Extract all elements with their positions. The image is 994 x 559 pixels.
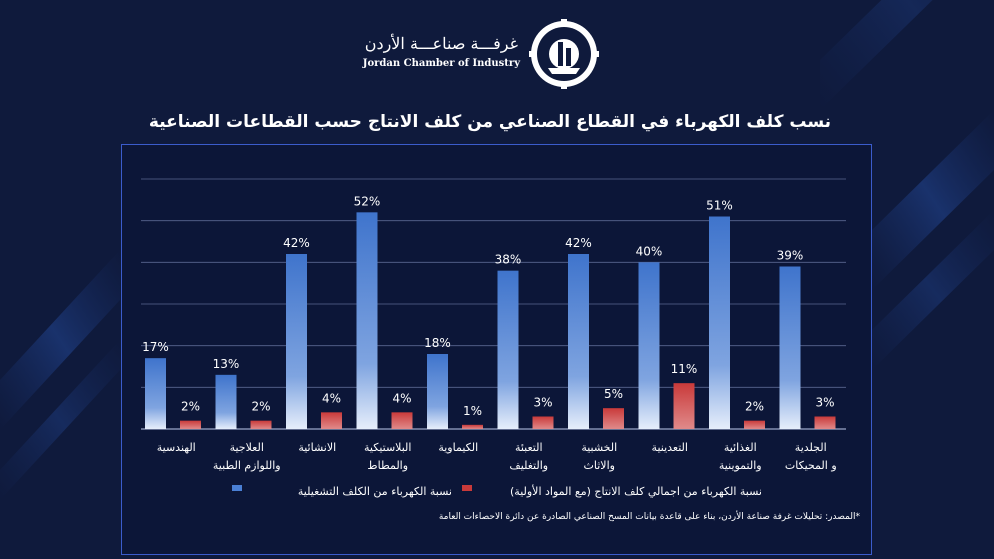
category-label: الانشائية: [298, 441, 336, 454]
data-label-operational: 17%: [142, 340, 169, 354]
bar-operational: [779, 266, 801, 429]
bar-total: [250, 420, 272, 429]
data-label-total: 4%: [392, 391, 411, 405]
legend-item-total: نسبة الكهرباء من اجمالي كلف الانتاج (مع …: [462, 480, 762, 498]
category-label: الكيماوية: [438, 441, 478, 454]
data-label-operational: 39%: [777, 249, 804, 263]
bar-operational: [215, 374, 237, 429]
bar-operational: [427, 354, 448, 429]
bar-operational: [356, 212, 378, 429]
chart-frame: [121, 144, 872, 555]
gear-logo-icon: [529, 19, 599, 89]
data-label-total: 3%: [815, 396, 834, 410]
data-label-operational: 18%: [424, 336, 451, 350]
bar-operational: [286, 254, 307, 429]
bar-total: [180, 420, 201, 429]
legend-item-operational: نسبة الكهرباء من الكلف التشغيلية: [232, 480, 452, 498]
category-label: التعبئة والتغليف: [509, 441, 548, 472]
legend-label-operational: نسبة الكهرباء من الكلف التشغيلية: [297, 485, 452, 498]
data-label-operational: 52%: [354, 194, 381, 208]
bar-chart: 17% 2% 13% 2% 42% 4% 52% 4% 18% 1% 38% 3% 42% 5% 40% 11…: [141, 178, 846, 472]
data-label-total: 2%: [181, 400, 200, 414]
bar-total: [673, 383, 695, 429]
category-label: الجلدية و المحيكات: [785, 441, 837, 472]
bar-operational: [497, 270, 519, 429]
data-label-operational: 42%: [565, 236, 592, 250]
source-note: *المصدر: تحليلات غرفة صناعة الأردن، بناء…: [438, 512, 860, 522]
category-label: الخشبية والاثاث: [581, 441, 617, 472]
data-label-total: 4%: [322, 391, 341, 405]
bar-operational: [145, 358, 166, 429]
data-label-total: 2%: [251, 400, 270, 414]
category-label: التعدينية: [652, 441, 688, 454]
category-label: البلاستيكية والمطاط: [364, 441, 411, 472]
bar-total: [744, 420, 765, 429]
data-label-operational: 42%: [283, 236, 310, 250]
category-label: العلاجية واللوازم الطبية: [213, 441, 281, 472]
legend-swatch-total: [462, 485, 472, 491]
data-label-total: 1%: [463, 404, 482, 418]
bar-operational: [568, 254, 589, 429]
organization-logo: غرفـــة صناعـــة الأردن Jordan Chamber o…: [363, 18, 600, 89]
bar-operational: [638, 262, 660, 429]
org-name-english: Jordan Chamber of Industry: [362, 58, 520, 69]
bar-operational: [709, 216, 730, 429]
data-label-total: 2%: [745, 400, 764, 414]
data-label-operational: 38%: [495, 253, 522, 267]
data-label-total: 3%: [533, 396, 552, 410]
data-label-operational: 51%: [706, 199, 733, 213]
legend-label-total: نسبة الكهرباء من اجمالي كلف الانتاج (مع …: [510, 485, 762, 498]
bar-total: [321, 412, 342, 429]
data-label-operational: 40%: [636, 244, 663, 258]
category-label: الهندسية: [157, 441, 196, 454]
chart-title: نسب كلف الكهرباء في القطاع الصناعي من كل…: [148, 112, 832, 132]
data-label-operational: 13%: [213, 357, 240, 371]
bar-total: [532, 416, 554, 429]
data-label-total: 11%: [671, 362, 698, 376]
bar-total: [462, 424, 483, 429]
category-label: الغذائية والتموينية: [719, 441, 762, 472]
bar-total: [391, 412, 413, 429]
org-name-arabic: غرفـــة صناعـــة الأردن: [364, 34, 518, 53]
bar-total: [814, 416, 836, 429]
data-label-total: 5%: [604, 387, 623, 401]
bar-total: [603, 408, 624, 429]
legend-swatch-operational: [232, 485, 242, 491]
